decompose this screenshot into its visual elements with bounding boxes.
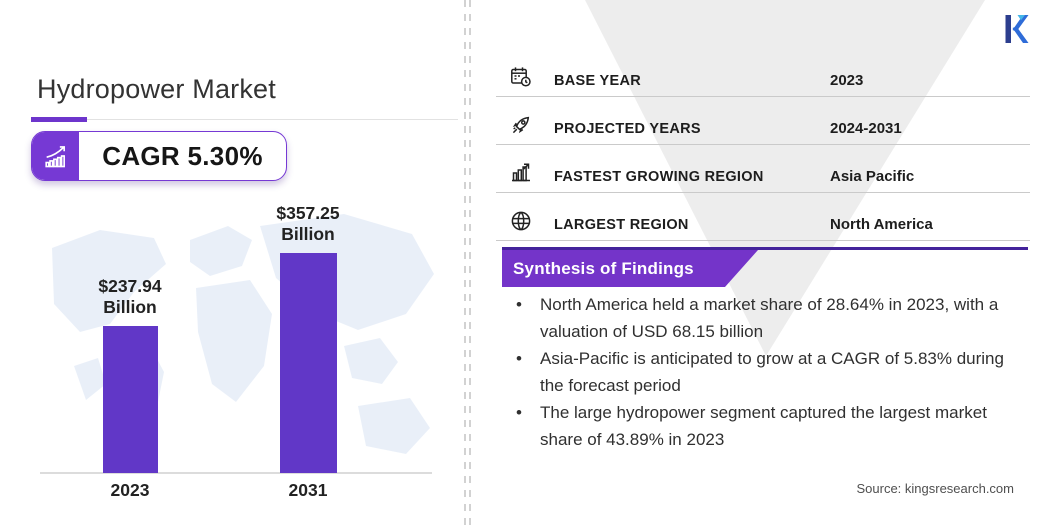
x-axis-label-2023: 2023 xyxy=(110,480,150,500)
fact-row-projected-years: PROJECTED YEARS 2024-2031 xyxy=(496,97,1030,145)
finding-bullet: Asia-Pacific is anticipated to grow at a… xyxy=(508,345,1008,399)
globe-icon xyxy=(508,208,533,233)
fact-value: North America xyxy=(830,216,933,233)
findings-bullet-list: North America held a market share of 28.… xyxy=(508,291,1008,453)
fact-value: Asia Pacific xyxy=(830,168,915,185)
title-rule xyxy=(31,119,458,120)
fact-value: 2023 xyxy=(830,72,864,89)
fact-row-largest-region: LARGEST REGION North America xyxy=(496,193,1030,241)
fact-label: FASTEST GROWING REGION xyxy=(554,169,764,185)
title-accent-bar xyxy=(31,117,87,122)
chart-bar-2023 xyxy=(103,326,158,473)
key-facts-table: BASE YEAR 2023 PROJECTED YEARS 2024-2031 xyxy=(496,49,1030,241)
x-axis-label-2031: 2031 xyxy=(288,480,328,500)
divider-dash-line xyxy=(469,0,471,528)
bar-value-label-2031: $357.25 Billion xyxy=(276,203,340,244)
market-bar-chart: $237.94 Billion $357.25 Billion 2023 203… xyxy=(20,195,450,500)
kingsresearch-logo xyxy=(1005,15,1029,43)
fact-label: LARGEST REGION xyxy=(554,217,689,233)
fact-label: BASE YEAR xyxy=(554,73,642,89)
fact-row-base-year: BASE YEAR 2023 xyxy=(496,49,1030,97)
cagr-value: CAGR 5.30% xyxy=(102,140,263,171)
page-title: Hydropower Market xyxy=(37,74,276,104)
bar-value-label-2023: $237.94 Billion xyxy=(98,276,162,317)
finding-bullet: The large hydropower segment captured th… xyxy=(508,399,1008,453)
findings-banner: Synthesis of Findings xyxy=(502,250,758,287)
fact-value: 2024-2031 xyxy=(830,120,902,137)
calendar-clock-icon xyxy=(508,64,533,89)
chart-baseline xyxy=(40,472,432,474)
findings-top-rule xyxy=(502,247,1028,250)
finding-bullet: North America held a market share of 28.… xyxy=(508,291,1008,345)
panel-divider xyxy=(464,0,471,528)
fact-label: PROJECTED YEARS xyxy=(554,121,701,137)
fact-row-fastest-growing-region: FASTEST GROWING REGION Asia Pacific xyxy=(496,145,1030,193)
source-attribution: Source: kingsresearch.com xyxy=(856,481,1014,496)
growth-chart-icon xyxy=(32,132,79,180)
rocket-icon xyxy=(508,112,533,137)
findings-title: Synthesis of Findings xyxy=(513,258,694,278)
divider-dash-line xyxy=(464,0,466,528)
chart-bar-2031 xyxy=(280,253,337,473)
cagr-badge: CAGR 5.30% xyxy=(31,131,287,181)
growth-region-icon xyxy=(508,160,533,185)
